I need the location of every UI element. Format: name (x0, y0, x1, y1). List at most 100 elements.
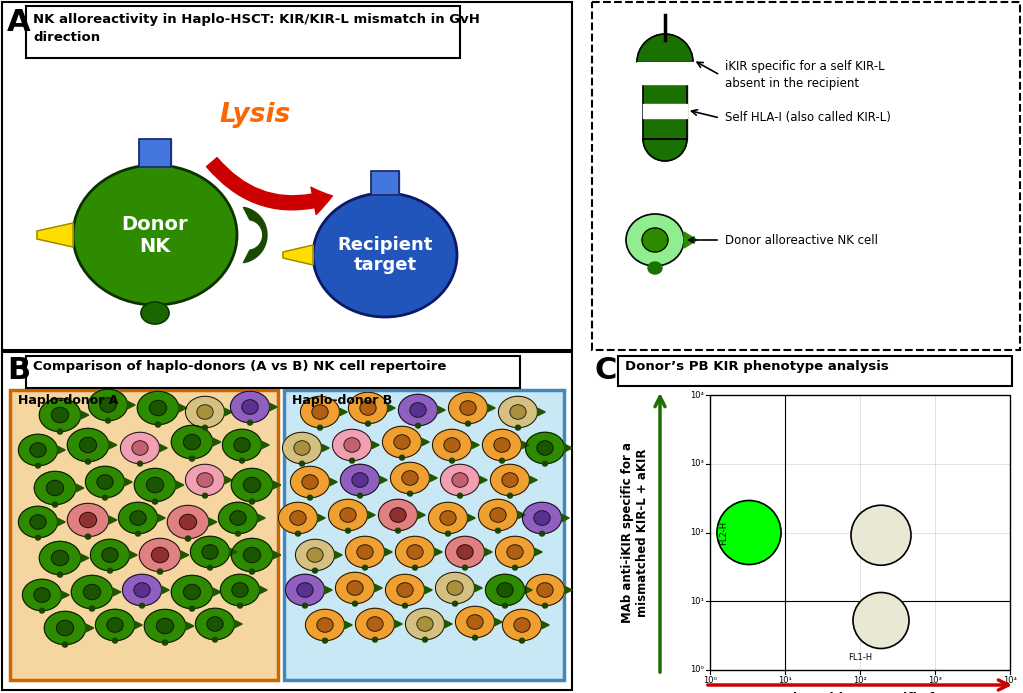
Ellipse shape (360, 401, 376, 415)
Ellipse shape (317, 426, 322, 430)
Ellipse shape (386, 574, 425, 606)
Ellipse shape (372, 638, 377, 642)
Ellipse shape (296, 532, 301, 536)
Polygon shape (135, 621, 142, 629)
Ellipse shape (402, 471, 418, 485)
Ellipse shape (465, 421, 471, 426)
Polygon shape (565, 586, 572, 594)
Polygon shape (57, 446, 65, 454)
FancyBboxPatch shape (26, 6, 460, 58)
Ellipse shape (113, 638, 118, 643)
Ellipse shape (407, 491, 412, 496)
Ellipse shape (466, 615, 483, 629)
Text: Lysis: Lysis (219, 102, 291, 128)
Polygon shape (317, 514, 325, 522)
Ellipse shape (399, 455, 404, 460)
Ellipse shape (39, 398, 81, 432)
Ellipse shape (440, 511, 456, 525)
Ellipse shape (185, 536, 190, 541)
Polygon shape (345, 621, 352, 629)
Ellipse shape (203, 493, 208, 498)
Text: Haplo-donor B: Haplo-donor B (292, 394, 392, 407)
Ellipse shape (308, 495, 313, 500)
Polygon shape (61, 591, 70, 599)
Polygon shape (113, 588, 121, 596)
Polygon shape (321, 444, 329, 452)
Ellipse shape (239, 458, 244, 463)
Polygon shape (260, 586, 267, 594)
Polygon shape (494, 618, 502, 626)
Ellipse shape (452, 602, 457, 606)
Ellipse shape (526, 432, 565, 464)
Ellipse shape (141, 302, 169, 324)
Ellipse shape (250, 499, 255, 504)
Ellipse shape (149, 401, 167, 416)
Ellipse shape (190, 536, 229, 568)
Bar (2, 352, 572, 690)
Ellipse shape (105, 419, 110, 423)
Polygon shape (335, 551, 343, 559)
Ellipse shape (473, 635, 478, 640)
Ellipse shape (230, 392, 269, 423)
Ellipse shape (483, 429, 522, 461)
Ellipse shape (250, 569, 255, 574)
Ellipse shape (290, 511, 306, 525)
Ellipse shape (303, 604, 308, 608)
Text: C: C (594, 356, 617, 385)
Polygon shape (162, 586, 169, 594)
Ellipse shape (46, 480, 63, 495)
Ellipse shape (457, 545, 473, 559)
Polygon shape (273, 551, 280, 559)
Ellipse shape (346, 536, 385, 568)
Ellipse shape (514, 617, 530, 632)
Ellipse shape (189, 606, 194, 611)
Ellipse shape (100, 398, 116, 412)
Ellipse shape (357, 493, 362, 498)
Ellipse shape (137, 392, 179, 425)
Ellipse shape (433, 429, 472, 461)
Ellipse shape (407, 545, 424, 559)
Ellipse shape (417, 617, 433, 631)
Ellipse shape (157, 618, 174, 633)
Polygon shape (518, 511, 525, 519)
Ellipse shape (222, 429, 262, 461)
Ellipse shape (542, 462, 547, 466)
Ellipse shape (367, 617, 383, 631)
Polygon shape (179, 404, 187, 412)
Ellipse shape (355, 608, 395, 640)
Ellipse shape (352, 473, 368, 487)
Polygon shape (530, 476, 537, 484)
Polygon shape (480, 476, 487, 484)
Polygon shape (125, 478, 132, 486)
Ellipse shape (30, 443, 46, 457)
Polygon shape (537, 408, 545, 416)
Polygon shape (367, 511, 375, 519)
Ellipse shape (248, 420, 253, 425)
Ellipse shape (151, 547, 169, 563)
Ellipse shape (88, 389, 128, 421)
Ellipse shape (95, 609, 135, 641)
Ellipse shape (185, 464, 225, 495)
Wedge shape (637, 34, 693, 62)
Ellipse shape (441, 464, 480, 495)
Text: 10²: 10² (853, 676, 866, 685)
Polygon shape (209, 518, 217, 526)
Ellipse shape (207, 617, 223, 631)
Ellipse shape (353, 602, 358, 606)
Text: 10³: 10³ (691, 459, 704, 468)
Polygon shape (324, 586, 332, 594)
Ellipse shape (349, 392, 388, 423)
Ellipse shape (278, 502, 317, 534)
Ellipse shape (398, 394, 438, 426)
FancyBboxPatch shape (26, 356, 520, 388)
Polygon shape (435, 548, 442, 556)
Ellipse shape (449, 458, 454, 463)
Ellipse shape (232, 583, 248, 597)
Ellipse shape (542, 604, 547, 608)
Polygon shape (213, 588, 221, 596)
Ellipse shape (350, 458, 355, 463)
Polygon shape (340, 408, 347, 416)
Text: Haplo-donor A: Haplo-donor A (18, 394, 119, 407)
Text: 10²: 10² (691, 528, 704, 537)
Ellipse shape (422, 638, 428, 642)
